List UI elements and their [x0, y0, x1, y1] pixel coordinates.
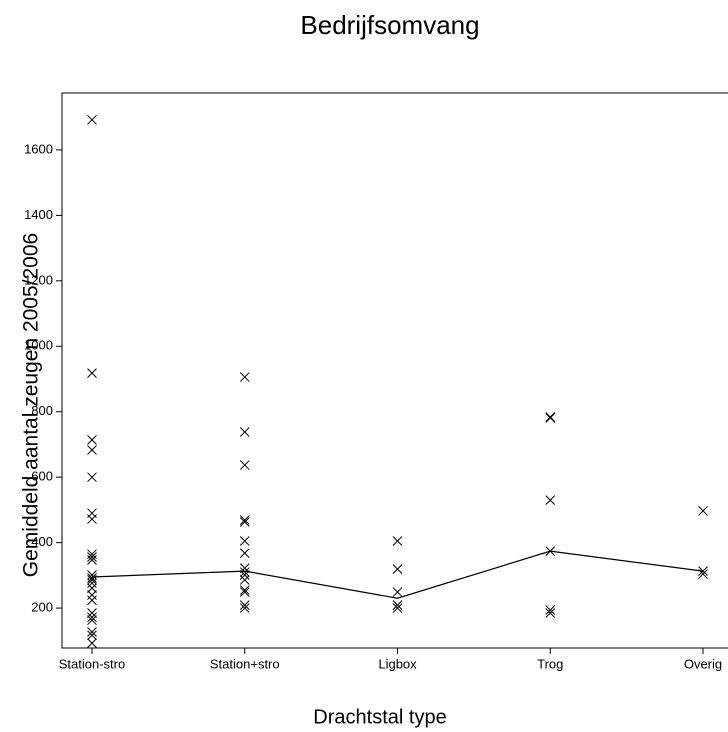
point [239, 548, 250, 558]
x-tick-label: Station-stro [59, 656, 125, 671]
y-tick-label: 800 [31, 403, 53, 418]
point [239, 575, 250, 585]
point [392, 564, 403, 574]
point [545, 413, 556, 423]
point [239, 600, 250, 610]
point [87, 595, 97, 606]
y-tick-label: 1200 [24, 272, 53, 287]
point [87, 570, 97, 580]
chart-title: Bedrijfsomvang [300, 10, 479, 40]
point [545, 608, 556, 618]
point [392, 603, 403, 613]
x-tick-label: Ligbox [378, 656, 417, 671]
point [392, 587, 403, 597]
point [87, 638, 97, 648]
point [239, 585, 250, 595]
point [87, 445, 97, 455]
point [87, 555, 97, 565]
point [239, 517, 250, 527]
x-tick-label: Station+stro [210, 656, 280, 671]
point [545, 605, 556, 615]
mean-line [91, 550, 704, 599]
point [87, 615, 97, 626]
point [239, 587, 250, 597]
point [87, 435, 97, 445]
point [87, 630, 97, 641]
point [392, 536, 403, 546]
point [545, 412, 556, 422]
point [87, 590, 97, 600]
y-tick-label: 600 [31, 469, 53, 484]
y-tick-label: 1400 [24, 207, 53, 222]
x-tick-label: Overig [684, 656, 722, 671]
point [239, 460, 250, 470]
point [545, 495, 556, 505]
x-tick-label: Trog [537, 656, 563, 671]
point [392, 600, 403, 610]
point [239, 536, 250, 546]
point [87, 114, 97, 125]
point [87, 472, 97, 483]
y-tick-label: 1000 [24, 338, 53, 353]
point [87, 552, 97, 562]
y-axis-label: Gemiddeld aantal zeugen 2005/2006 [20, 233, 43, 577]
point [698, 506, 708, 516]
point [87, 627, 97, 637]
point [87, 578, 97, 589]
y-tick-label: 200 [31, 600, 53, 615]
x-axis-label: Drachtstal type [313, 706, 446, 728]
point [87, 368, 97, 378]
point [87, 583, 97, 593]
point [87, 573, 97, 583]
point [87, 514, 97, 524]
y-tick-label: 1600 [24, 141, 53, 156]
point [87, 608, 97, 618]
point [239, 427, 250, 437]
point [87, 612, 97, 623]
point [239, 567, 250, 577]
plot-frame [61, 92, 728, 649]
point [239, 603, 250, 613]
y-tick-label: 400 [31, 534, 53, 549]
point [239, 515, 250, 525]
point [239, 372, 250, 382]
